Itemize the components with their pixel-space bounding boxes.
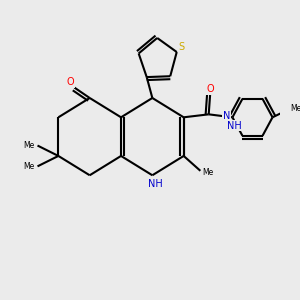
Text: Me: Me xyxy=(23,141,35,150)
Text: O: O xyxy=(66,77,74,87)
Text: N: N xyxy=(223,111,230,121)
Text: Me: Me xyxy=(202,168,214,177)
Text: O: O xyxy=(206,84,214,94)
Text: NH: NH xyxy=(148,178,163,189)
Text: Me: Me xyxy=(23,162,35,171)
Text: NH: NH xyxy=(227,121,242,130)
Text: S: S xyxy=(179,42,185,52)
Text: Me: Me xyxy=(290,104,300,113)
